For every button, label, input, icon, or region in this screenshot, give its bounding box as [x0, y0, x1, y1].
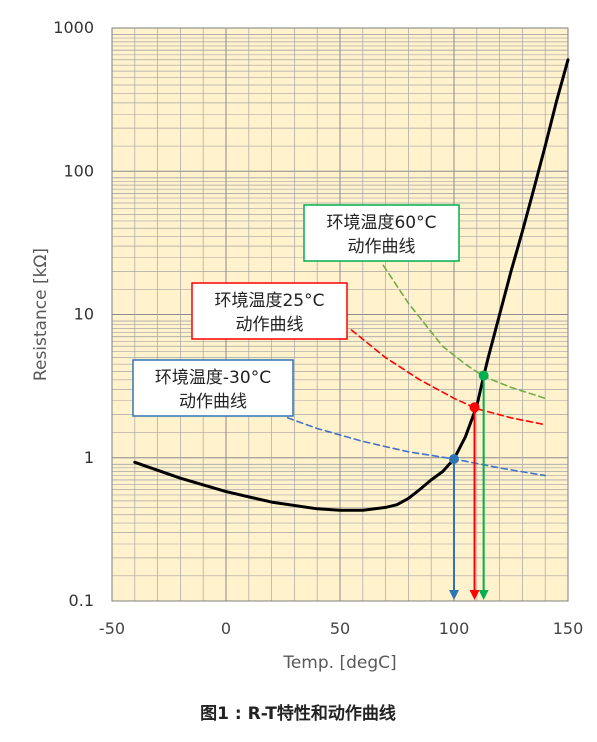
y-tick-label: 100 [63, 161, 94, 180]
annotation-t60: 环境温度60°C 动作曲线 [303, 204, 460, 262]
y-tick-label: 1 [84, 448, 94, 467]
annotation-line1: 环境温度60°C [326, 213, 436, 233]
y-tick-label: 0.1 [69, 591, 94, 610]
annotation-box [303, 204, 460, 262]
x-tick-label: 150 [553, 619, 584, 638]
grid [111, 27, 569, 602]
annotation-line1: 环境温度-30°C [155, 368, 271, 388]
x-tick-label: 50 [330, 619, 350, 638]
operating-curve-1 [286, 416, 547, 477]
annotation-m30: 环境温度-30°C 动作曲线 [132, 359, 294, 417]
figure-caption: 图1 : R-T特性和动作曲线 [200, 703, 396, 724]
rt-curve [133, 58, 570, 512]
x-tick-label: -50 [99, 619, 125, 638]
annotation-line1: 环境温度25°C [214, 291, 324, 311]
operating-curve-3 [382, 264, 547, 400]
y-tick-label: 10 [74, 305, 94, 324]
series-layer [133, 58, 570, 512]
annotation-t25: 环境温度25°C 动作曲线 [191, 282, 348, 340]
annotation-box [132, 359, 294, 417]
intersection-marker-1 [469, 402, 480, 413]
plot-border [111, 27, 569, 602]
annotation-line2: 动作曲线 [236, 315, 304, 335]
x-axis-title: Temp. [degC] [282, 653, 396, 673]
annotation-line2: 动作曲线 [348, 237, 416, 257]
drop-arrows [449, 375, 489, 600]
intersection-marker-0 [449, 454, 459, 465]
arrow-head-1 [469, 590, 480, 600]
intersection-marker-2 [478, 370, 489, 381]
operating-curve-2 [350, 329, 547, 426]
arrow-head-2 [478, 590, 489, 600]
y-axis-title: Resistance [kΩ] [31, 248, 51, 381]
markers [449, 370, 489, 465]
y-tick-label: 1000 [53, 18, 94, 37]
tick-labels: -50 0 50 100 150 0.1 1 10 100 1000 [53, 18, 583, 638]
annotation-box [191, 282, 348, 340]
arrow-head-0 [449, 590, 459, 600]
annotation-line2: 动作曲线 [179, 392, 247, 412]
x-tick-label: 100 [439, 619, 470, 638]
x-tick-label: 0 [221, 619, 231, 638]
